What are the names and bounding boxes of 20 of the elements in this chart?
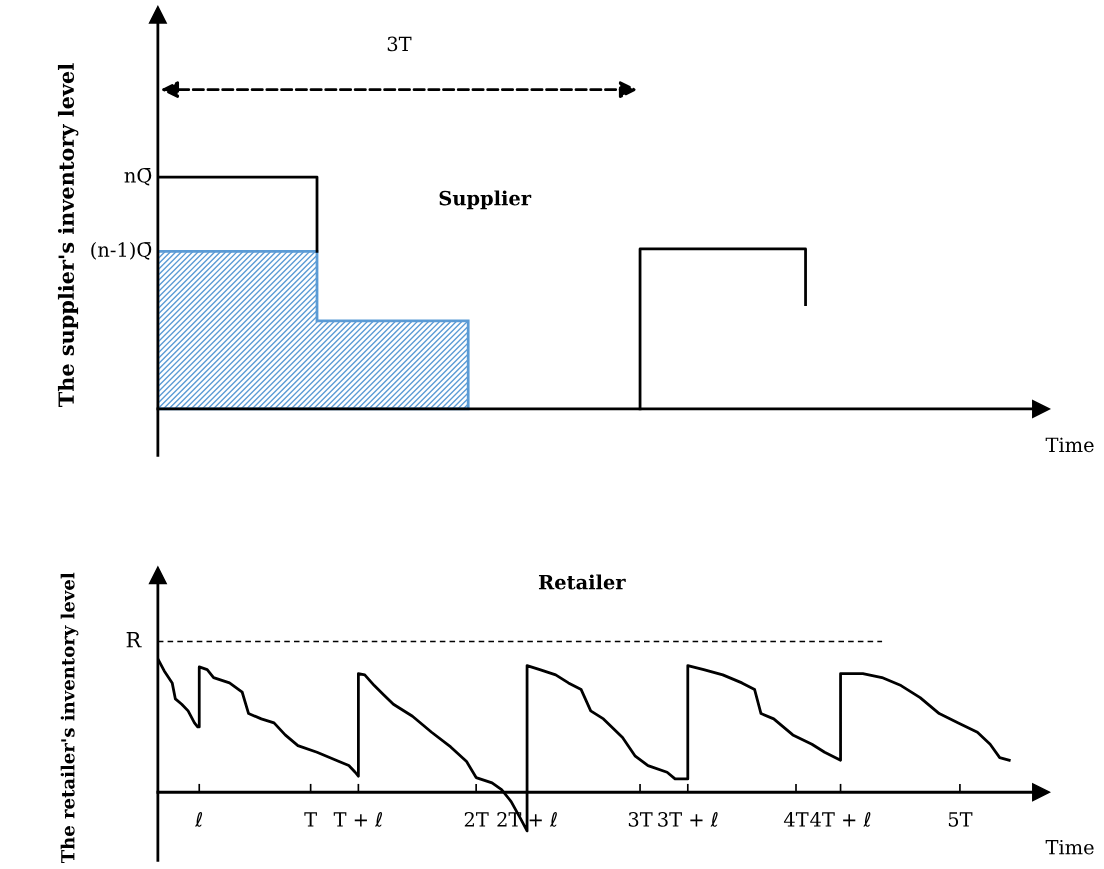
x-tick-label: T + ℓ	[333, 812, 383, 827]
x-tick-label: ℓ	[194, 812, 203, 827]
x-tick-label: 3T	[628, 812, 653, 827]
chart-title: Retailer	[538, 574, 626, 590]
annotation: nQ̄	[124, 167, 152, 186]
x-tick-label: 5T	[948, 812, 973, 827]
y-axis-title: The retailer's inventory level	[60, 572, 79, 864]
x-axis-title: Time	[1045, 839, 1094, 855]
x-tick-label: 4T + ℓ	[810, 812, 871, 827]
x-tick-label: 4T	[783, 812, 809, 827]
x-tick-label: 2T	[464, 812, 489, 827]
annotation: (n-1)Q̄	[91, 241, 152, 260]
text: 3T	[387, 36, 412, 52]
ref-line-label: R	[126, 632, 142, 648]
x-axis-title: Time	[1045, 437, 1094, 453]
x-tick-label: 3T + ℓ	[658, 812, 718, 827]
x-tick-label: T	[304, 812, 317, 827]
y-axis-title: The supplier's inventory level	[57, 63, 79, 408]
text: Supplier	[439, 190, 532, 210]
x-tick-label: 2T + ℓ	[497, 812, 557, 827]
